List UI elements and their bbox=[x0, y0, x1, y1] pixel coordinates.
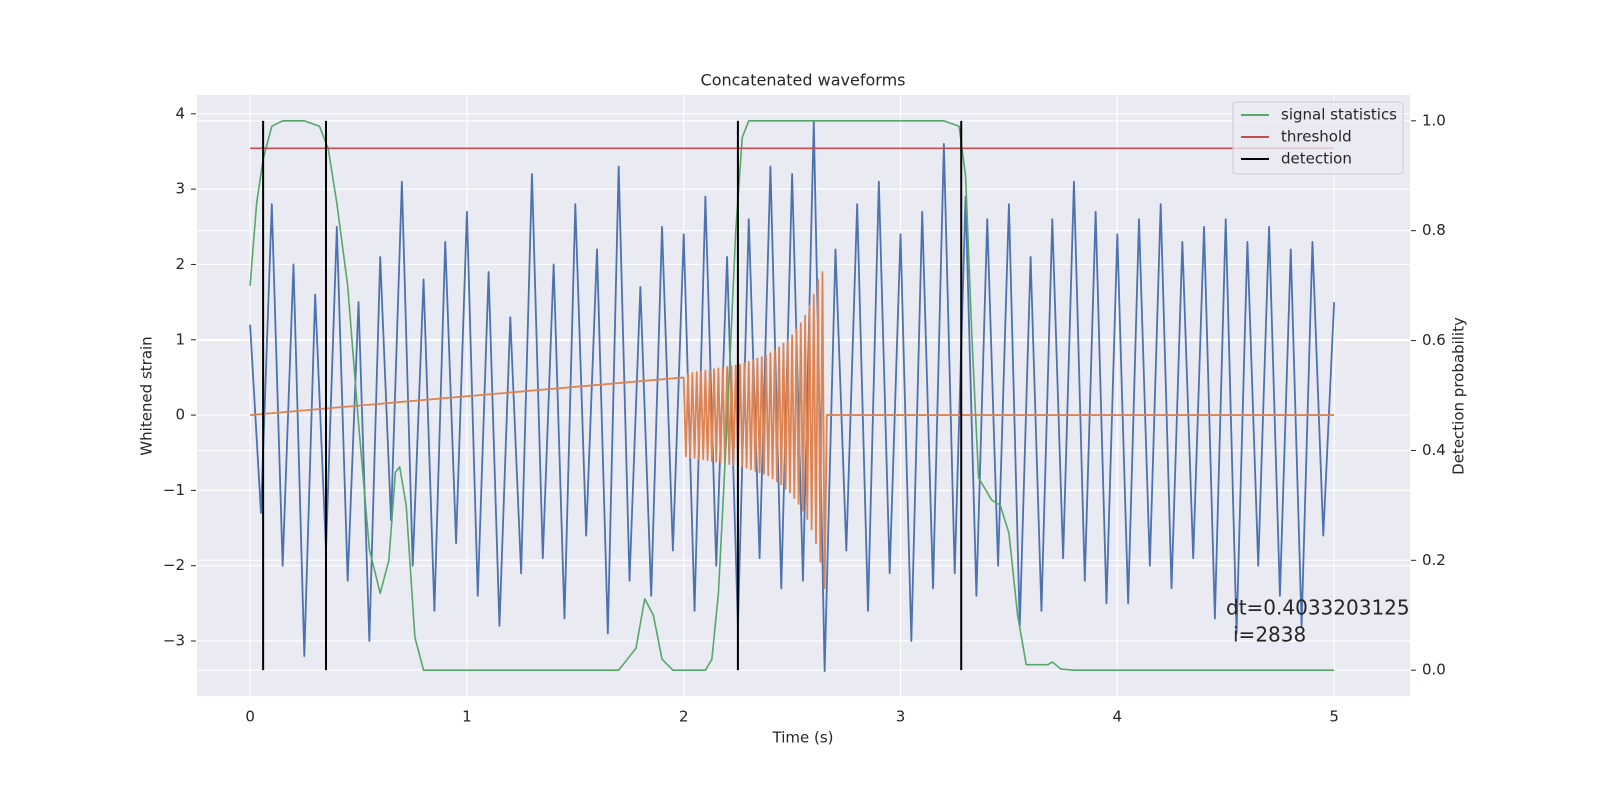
x-tick-label: 2 bbox=[679, 708, 689, 726]
y2-tick-label: 1.0 bbox=[1422, 111, 1446, 129]
annotation: i=2838 bbox=[1233, 623, 1306, 647]
y-tick-label: 0 bbox=[175, 406, 185, 424]
y2-tick-label: 0.2 bbox=[1422, 551, 1446, 569]
y2-tick-label: 0.8 bbox=[1422, 221, 1446, 239]
x-tick-label: 1 bbox=[462, 708, 472, 726]
legend-box bbox=[1232, 101, 1404, 175]
y-tick-label: −2 bbox=[163, 556, 185, 574]
series-line bbox=[249, 120, 1335, 671]
x-tick-label: 5 bbox=[1329, 708, 1339, 726]
annotation: dt=0.4033203125 bbox=[1226, 596, 1410, 620]
y2-tick-label: 0.0 bbox=[1422, 661, 1446, 679]
series-line bbox=[250, 271, 1335, 590]
y-tick-label: −3 bbox=[163, 632, 185, 650]
legend-label: signal statistics bbox=[1281, 106, 1397, 124]
y-axis-label: Whitened strain bbox=[138, 336, 156, 455]
y-tick-label: −1 bbox=[163, 481, 185, 499]
y2-tick-label: 0.6 bbox=[1422, 331, 1446, 349]
y-tick-label: 2 bbox=[175, 255, 185, 273]
x-tick-label: 0 bbox=[245, 708, 255, 726]
y-tick-label: 4 bbox=[175, 104, 185, 122]
x-tick-label: 4 bbox=[1113, 708, 1123, 726]
legend-label: threshold bbox=[1281, 128, 1352, 146]
x-tick-label: 3 bbox=[896, 708, 906, 726]
series-line bbox=[249, 120, 1336, 673]
legend-label: detection bbox=[1281, 150, 1352, 168]
y2-tick-label: 0.4 bbox=[1422, 441, 1446, 459]
y-tick-label: 1 bbox=[175, 330, 185, 348]
chart-title: Concatenated waveforms bbox=[701, 71, 906, 90]
y-tick-label: 3 bbox=[175, 180, 185, 198]
y2-axis-label: Detection probability bbox=[1450, 317, 1468, 475]
plot-marks bbox=[249, 120, 1336, 673]
x-axis-label: Time (s) bbox=[772, 729, 834, 747]
